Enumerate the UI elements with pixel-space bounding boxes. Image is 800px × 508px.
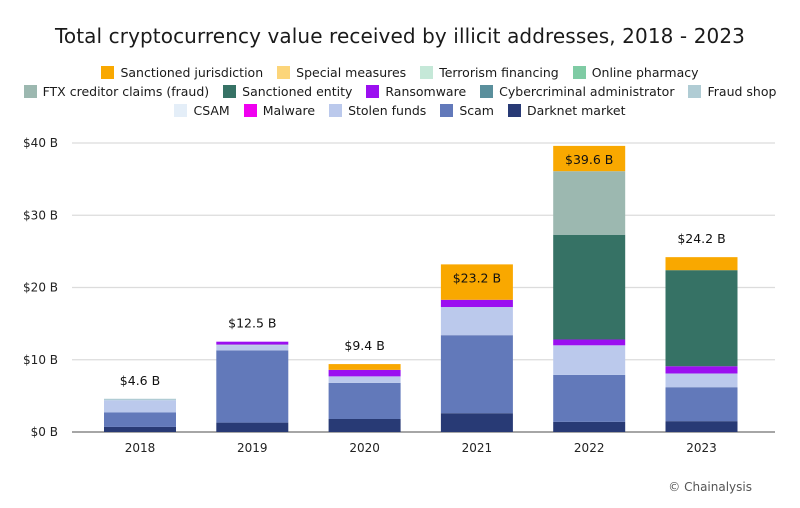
bar-segment-fraud-shop <box>216 344 289 346</box>
legend-swatch <box>329 104 343 117</box>
y-tick-label: $0 B <box>31 425 58 439</box>
legend-item: Stolen funds <box>329 103 426 118</box>
bar-segment-stolen-funds <box>553 345 626 375</box>
bar-total-label: $24.2 B <box>677 231 725 246</box>
legend-label: Cybercriminal administrator <box>499 84 675 99</box>
legend-row: FTX creditor claims (fraud) Sanctioned en… <box>0 84 800 99</box>
legend-item: Sanctioned jurisdiction <box>101 65 263 80</box>
x-tick-label: 2021 <box>462 441 493 455</box>
y-tick-label: $30 B <box>23 208 58 222</box>
legend-item: Malware <box>243 103 316 118</box>
legend-row: CSAM Malware Stolen funds Scam Darknet marke… <box>0 103 800 118</box>
bar-segment-scam <box>665 387 738 422</box>
bar-total-label: $4.6 B <box>120 373 160 388</box>
legend-label: Darknet market <box>526 103 626 118</box>
legend-label: FTX creditor claims (fraud) <box>42 84 210 99</box>
legend-label: Ransomware <box>385 84 467 99</box>
legend-label: Fraud shop <box>707 84 777 99</box>
bar-segment-stolen-funds <box>440 307 513 336</box>
legend-item: Cybercriminal administrator <box>480 84 674 99</box>
bar-segment-scam <box>440 335 513 414</box>
chart-title: Total cryptocurrency value received by i… <box>54 24 746 48</box>
legend-swatch <box>440 104 454 117</box>
legend-item: Scam <box>440 103 494 118</box>
bar-segment-stolen-funds <box>328 376 401 383</box>
legend-item: Ransomware <box>366 84 466 99</box>
legend-label: Scam <box>459 103 494 118</box>
legend-swatch <box>174 104 188 117</box>
bar-segment-fraud-shop <box>104 398 176 401</box>
x-tick-label: 2023 <box>686 441 717 455</box>
legend-swatch <box>420 66 434 79</box>
bar-segment-ftx-creditor-claims-fraud <box>553 171 626 235</box>
bar-segment-ransomware <box>440 299 513 308</box>
x-tick-label: 2020 <box>349 441 380 455</box>
legend-swatch <box>277 66 291 79</box>
bar-segment-ransomware <box>665 366 738 374</box>
x-tick-label: 2018 <box>125 441 156 455</box>
legend-swatch <box>480 85 494 98</box>
x-tick-label: 2022 <box>574 441 605 455</box>
bar-segment-stolen-funds <box>104 400 176 413</box>
bar-segment-darknet-market <box>216 422 289 432</box>
bar-segment-darknet-market <box>665 421 738 432</box>
bar-segment-sanctioned-entity <box>665 270 738 367</box>
y-tick-label: $20 B <box>23 281 58 295</box>
legend-item: Darknet market <box>507 103 626 118</box>
y-tick-label: $40 B <box>23 136 58 150</box>
bar-total-label: $12.5 B <box>228 316 276 331</box>
legend-swatch <box>223 85 237 98</box>
bar-segment-ransomware <box>216 341 289 345</box>
bar-segment-scam <box>216 350 289 423</box>
x-tick-label: 2019 <box>237 441 268 455</box>
legend-swatch <box>366 85 380 98</box>
legend-item: Terrorism financing <box>420 65 559 80</box>
legend-label: Online pharmacy <box>591 65 699 80</box>
bar-segment-stolen-funds <box>216 345 289 351</box>
legend-label: Special measures <box>296 65 407 80</box>
y-tick-label: $10 B <box>23 353 58 367</box>
legend-item: FTX creditor claims (fraud) <box>23 84 210 99</box>
bar-segment-sanctioned-jurisdiction <box>553 145 626 172</box>
bar-segment-darknet-market <box>104 426 176 432</box>
bar-segment-darknet-market <box>553 421 626 432</box>
legend-label: Sanctioned entity <box>242 84 353 99</box>
legend-row: Sanctioned jurisdiction Special measures T… <box>0 65 800 80</box>
bar-segment-scam <box>328 382 401 419</box>
legend-label: Malware <box>262 103 316 118</box>
bar-segment-sanctioned-jurisdiction <box>328 364 401 370</box>
legend-swatch <box>688 85 702 98</box>
bar-segment-sanctioned-jurisdiction <box>665 257 738 271</box>
legend-swatch <box>101 66 115 79</box>
legend-item: Online pharmacy <box>572 65 699 80</box>
legend-item: Fraud shop <box>688 84 776 99</box>
legend-swatch <box>572 66 586 79</box>
bar-segment-sanctioned-jurisdiction <box>440 264 513 300</box>
bar-total-label: $39.6 B <box>565 152 613 167</box>
legend-item: Sanctioned entity <box>223 84 352 99</box>
legend-item: CSAM <box>174 103 230 118</box>
bar-segment-scam <box>553 374 626 422</box>
bar-segment-ransomware <box>553 339 626 346</box>
legend-swatch <box>243 104 257 117</box>
bar-segment-scam <box>104 412 176 427</box>
chainalysis-credit: © Chainalysis <box>668 480 752 494</box>
bar-segment-stolen-funds <box>665 373 738 388</box>
bar-total-label: $9.4 B <box>344 338 384 353</box>
legend-swatch <box>507 104 521 117</box>
bar-total-label: $23.2 B <box>453 270 501 285</box>
legend-label: Sanctioned jurisdiction <box>120 65 264 80</box>
bar-segment-ransomware <box>328 369 401 377</box>
bar-segment-sanctioned-entity <box>553 234 626 340</box>
bar-segment-darknet-market <box>328 418 401 432</box>
legend-label: Stolen funds <box>348 103 427 118</box>
legend-label: Terrorism financing <box>439 65 559 80</box>
bar-segment-darknet-market <box>440 413 513 432</box>
legend-item: Special measures <box>277 65 406 80</box>
legend-label: CSAM <box>193 103 230 118</box>
legend-swatch <box>23 85 37 98</box>
